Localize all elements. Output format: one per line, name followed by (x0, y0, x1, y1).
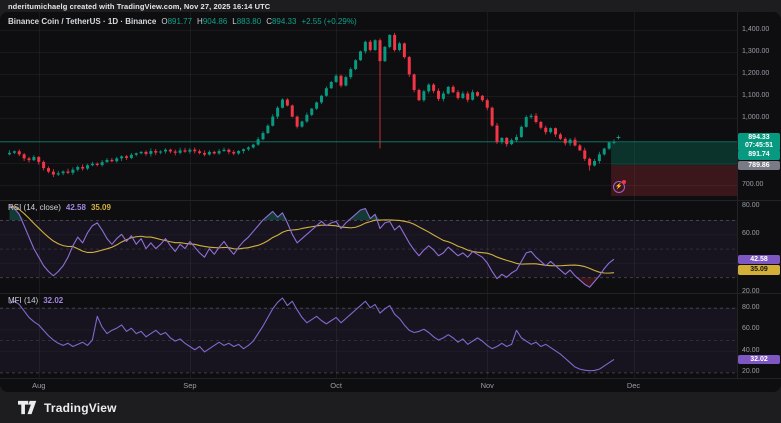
rsi-legend[interactable]: RSI (14, close) 42.58 35.09 (8, 203, 111, 212)
tradingview-logo-icon[interactable] (18, 400, 37, 415)
rsi-legend-value: 42.58 (65, 203, 86, 212)
axis-tick-label: 40.00 (742, 346, 760, 354)
symbol-legend[interactable]: Binance Coin / TetherUS · 1D · Binance O… (8, 17, 357, 26)
axis-tick-label: 60.00 (742, 325, 760, 333)
ohlc-close: C894.33 (266, 17, 297, 26)
axis-tick-label: 80.00 (742, 303, 760, 311)
time-axis-label: Oct (330, 381, 342, 390)
pane-separator[interactable] (0, 200, 781, 201)
ohlc-high: H904.86 (197, 17, 228, 26)
axis-tick-label: 60.00 (742, 230, 760, 238)
rsi-pane-canvas[interactable] (0, 200, 737, 293)
rsi-ma-legend-value: 35.09 (90, 203, 111, 212)
ohlc-change: +2.55 (+0.29%) (301, 17, 357, 26)
lightning-icon: ⚡ (615, 184, 623, 191)
mfi-legend-label: MFI (14) (8, 296, 39, 305)
rsi-value-label: 42.58 (738, 254, 780, 265)
attribution-bar: nderitumichaelg created with TradingView… (0, 0, 781, 12)
mfi-pane-canvas[interactable] (0, 293, 737, 378)
footer-bar: TradingView (0, 392, 781, 423)
chart-container: Binance Coin / TetherUS · 1D · Binance O… (0, 12, 781, 392)
axis-tick-label: 1,100.00 (742, 92, 770, 100)
alert-dot-icon (622, 180, 627, 185)
time-axis-label: Dec (626, 381, 641, 390)
symbol-title: Binance Coin / TetherUS · 1D · Binance (8, 17, 157, 26)
price-axis-border (737, 12, 738, 378)
axis-tick-label: 1,400.00 (742, 25, 770, 33)
current-price-label: 894.33 07:45:51 (738, 132, 780, 151)
time-axis-border (0, 378, 781, 379)
mfi-value-label: 32.02 (738, 354, 780, 365)
time-axis-label: Aug (32, 381, 46, 390)
ohlc-low: L883.80 (232, 17, 262, 26)
pane-separator[interactable] (0, 293, 781, 294)
axis-tick-label: 20.00 (742, 287, 760, 295)
rsi-ma-value-label: 35.09 (738, 265, 780, 275)
axis-tick-label: 1,000.00 (742, 114, 770, 122)
attribution-text: nderitumichaelg created with TradingView… (8, 1, 271, 11)
rsi-legend-label: RSI (14, close) (8, 203, 61, 212)
axis-tick-label: 80.00 (742, 201, 760, 209)
position-entry-label: 789.86 (738, 160, 780, 171)
ohlc-open: O891.77 (161, 17, 193, 26)
axis-tick-label: 1,200.00 (742, 70, 770, 77)
time-axis-label: Nov (480, 381, 494, 390)
price-chart-canvas[interactable] (0, 12, 737, 200)
position-handle-icon[interactable]: + (616, 133, 621, 143)
axis-tick-label: 20.00 (742, 368, 760, 376)
mfi-legend-value: 32.02 (43, 296, 64, 305)
mfi-legend[interactable]: MFI (14) 32.02 (8, 296, 63, 305)
tradingview-wordmark[interactable]: TradingView (44, 400, 117, 415)
position-target-label: 891.74 (738, 150, 780, 160)
axis-tick-label: 1,300.00 (742, 47, 770, 55)
axis-tick-label: 700.00 (742, 181, 764, 188)
time-axis-label: Sep (183, 381, 197, 390)
position-tool-icon[interactable]: ⚡ (613, 180, 627, 194)
